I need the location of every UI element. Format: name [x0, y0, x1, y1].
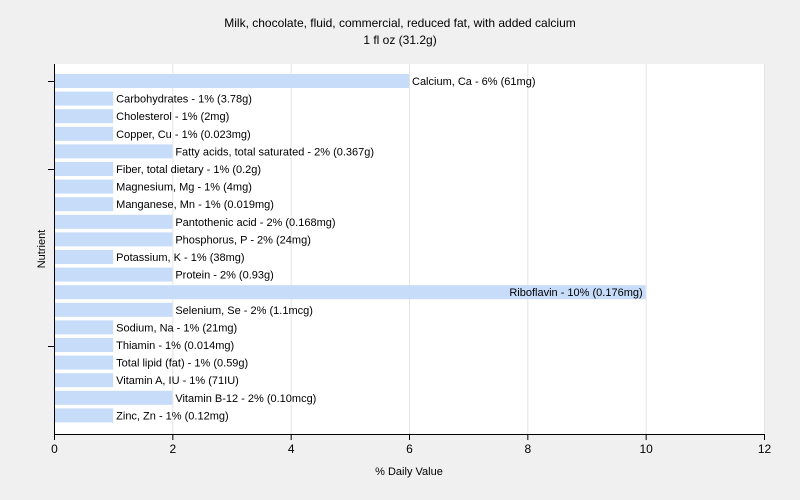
bar: [55, 126, 114, 141]
bar-label: Phosphorus, P - 2% (24mg): [175, 234, 311, 246]
bar-label: Fatty acids, total saturated - 2% (0.367…: [175, 146, 374, 158]
bar: [55, 74, 409, 88]
x-axis-label: % Daily Value: [375, 466, 443, 478]
bar-label: Protein - 2% (0.93g): [175, 270, 273, 282]
bar: [55, 197, 114, 212]
y-axis-label: Nutrient: [36, 229, 48, 269]
bar: [55, 267, 173, 282]
x-tick-label: 4: [288, 442, 295, 456]
bar: [55, 162, 114, 176]
bar: [55, 144, 173, 159]
bar-label: Zinc, Zn - 1% (0.12mg): [116, 410, 228, 422]
bar: [55, 285, 646, 300]
bar-label: Calcium, Ca - 6% (61mg): [412, 76, 535, 88]
bar: [55, 320, 114, 335]
bar: [55, 390, 173, 405]
x-tick-label: 6: [406, 442, 413, 456]
chart-title: Milk, chocolate, fluid, commercial, redu…: [224, 16, 576, 30]
bar-label: Total lipid (fat) - 1% (0.59g): [116, 358, 248, 370]
bar-label: Fiber, total dietary - 1% (0.2g): [116, 164, 261, 176]
bar-label: Pantothenic acid - 2% (0.168mg): [175, 217, 335, 229]
chart-subtitle: 1 fl oz (31.2g): [363, 33, 437, 47]
x-tick-label: 2: [169, 442, 176, 456]
bar: [55, 179, 114, 194]
bar-label: Copper, Cu - 1% (0.023mg): [116, 129, 251, 141]
bar: [55, 302, 173, 317]
bar-label: Sodium, Na - 1% (21mg): [116, 322, 237, 334]
bar: [55, 109, 114, 124]
bar: [55, 373, 114, 388]
x-tick-label: 10: [639, 442, 653, 456]
x-tick-label: 0: [51, 442, 58, 456]
bar: [55, 250, 114, 264]
bar: [55, 338, 114, 352]
bar-label: Potassium, K - 1% (38mg): [116, 252, 244, 264]
bar: [55, 232, 173, 247]
bar: [55, 408, 114, 423]
bar-label: Cholesterol - 1% (2mg): [116, 111, 229, 123]
bar-label: Manganese, Mn - 1% (0.019mg): [116, 199, 274, 211]
bar-label: Riboflavin - 10% (0.176mg): [509, 287, 642, 299]
bar-label: Selenium, Se - 2% (1.1mcg): [175, 305, 313, 317]
bar: [55, 91, 114, 106]
bar: [55, 214, 173, 229]
bar-label: Magnesium, Mg - 1% (4mg): [116, 182, 252, 194]
bar: [55, 355, 114, 370]
bar-label: Vitamin B-12 - 2% (0.10mcg): [175, 393, 316, 405]
bar-label: Thiamin - 1% (0.014mg): [116, 340, 234, 352]
x-tick-label: 12: [758, 442, 772, 456]
bar-label: Vitamin A, IU - 1% (71IU): [116, 375, 239, 387]
x-tick-label: 8: [524, 442, 531, 456]
bar-label: Carbohydrates - 1% (3.78g): [116, 94, 252, 106]
